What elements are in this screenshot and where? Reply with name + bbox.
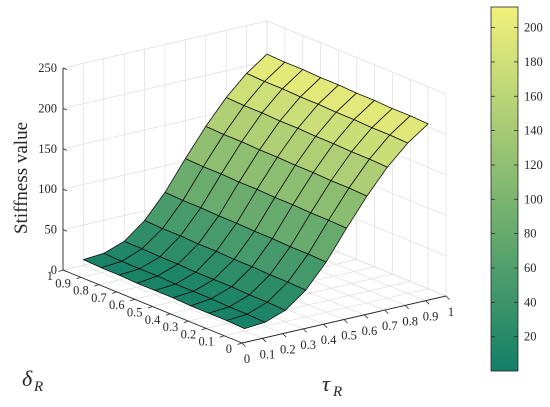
colorbar-tick-label: 180 (524, 55, 543, 69)
axes-grid (62, 20, 447, 344)
y-tick-mark (201, 328, 207, 331)
z-tick-mark (62, 188, 68, 192)
x-tick-label: 0.6 (362, 324, 378, 338)
x-tick-label: 0.8 (402, 314, 418, 328)
colorbar-tick-label: 140 (524, 124, 543, 138)
colorbar-ticks: 20 40 60 80 100 120 140 160 180 200 (491, 21, 543, 344)
y-tick-label: 0.1 (198, 335, 214, 349)
y-axis-label: δ R (22, 366, 43, 395)
colorbar-tick-label: 120 (524, 158, 543, 172)
x-tick-label: 0 (244, 352, 250, 366)
x-tick-mark (262, 338, 267, 343)
svg-text:R: R (33, 379, 43, 395)
y-tick-mark (58, 269, 64, 272)
y-tick-label: 0.5 (127, 306, 143, 320)
colorbar-tick-label: 20 (524, 330, 537, 344)
z-tick-mark (62, 67, 68, 70)
z-tick-mark (62, 108, 68, 111)
z-tick-mark (62, 148, 68, 151)
y-tick-mark (219, 335, 225, 338)
y-tick-label: 1 (47, 269, 53, 283)
floor-gridline (224, 288, 429, 337)
colorbar-gradient (490, 6, 519, 372)
z-tick-label: 50 (45, 223, 58, 237)
y-tick-mark (112, 291, 117, 294)
colorbar-tick-label: 160 (524, 89, 543, 103)
colorbar: 20 40 60 80 100 120 140 160 180 200 (490, 6, 543, 372)
y-tick-mark (147, 306, 153, 309)
wall-gridline (266, 20, 447, 95)
y-tick-mark (129, 298, 135, 302)
wall-gridline (62, 20, 268, 69)
z-tick-label: 0 (51, 263, 57, 277)
x-tick-mark (241, 342, 246, 347)
x-tick-mark (364, 314, 369, 319)
svg-text:τ: τ (322, 371, 331, 396)
svg-text:δ: δ (22, 366, 33, 391)
x-axis-label: τ R (322, 371, 342, 400)
colorbar-tick-label: 200 (524, 21, 543, 35)
wall-gridline (62, 61, 268, 109)
z-tick-label: 250 (38, 61, 57, 75)
z-tick-label: 200 (38, 101, 57, 115)
y-tick-mark (237, 342, 243, 345)
x-tick-label: 0.5 (341, 329, 357, 343)
colorbar-tick-label: 60 (524, 261, 537, 275)
x-tick-label: 0.7 (382, 319, 398, 333)
x-tick-label: 0.9 (423, 310, 439, 324)
z-tick-mark (62, 229, 68, 232)
x-tick-mark (343, 319, 348, 324)
x-tick-label: 0.2 (280, 343, 296, 357)
colorbar-tick-label: 40 (524, 295, 537, 309)
y-tick-mark (165, 313, 171, 316)
y-tick-label: 0.3 (163, 320, 179, 334)
x-tick-mark (323, 323, 328, 328)
y-tick-mark (94, 284, 99, 287)
y-tick-mark (183, 320, 189, 323)
x-tick-mark (404, 305, 409, 310)
surface-patch (226, 313, 266, 330)
y-tick-label: 0.6 (109, 298, 125, 312)
z-tick-label: 150 (38, 142, 57, 156)
x-tick-label: 0.4 (321, 333, 337, 347)
x-tick-label: 0.3 (300, 338, 316, 352)
x-tick-mark (282, 333, 287, 338)
y-tick-label: 0.8 (73, 284, 89, 298)
x-tick-mark (384, 309, 389, 314)
x-tick-mark (425, 300, 430, 305)
axis-ticks: 0 0.1 0.2 0.3 0.4 0.5 0.6 0.7 0.8 0.9 100.10.20.30… (38, 61, 454, 366)
x-tick-mark (445, 295, 450, 300)
y-tick-label: 0.7 (91, 291, 107, 305)
y-tick-mark (76, 276, 82, 280)
z-axis-label: Stiffness value (11, 122, 32, 234)
z-tick-mark (62, 269, 68, 272)
surface (83, 53, 429, 330)
z-tick-label: 100 (38, 182, 57, 196)
y-tick-label: 0.4 (145, 313, 161, 327)
colorbar-tick-label: 80 (524, 227, 537, 241)
x-tick-label: 0.1 (260, 347, 276, 361)
y-tick-label: 0.2 (181, 327, 197, 341)
colorbar-tick-label: 100 (524, 192, 543, 206)
x-tick-mark (302, 328, 307, 333)
y-tick-label: 0.9 (55, 276, 71, 290)
svg-text:R: R (332, 384, 342, 400)
x-tick-label: 1 (448, 305, 454, 319)
y-tick-label: 0 (226, 342, 232, 356)
